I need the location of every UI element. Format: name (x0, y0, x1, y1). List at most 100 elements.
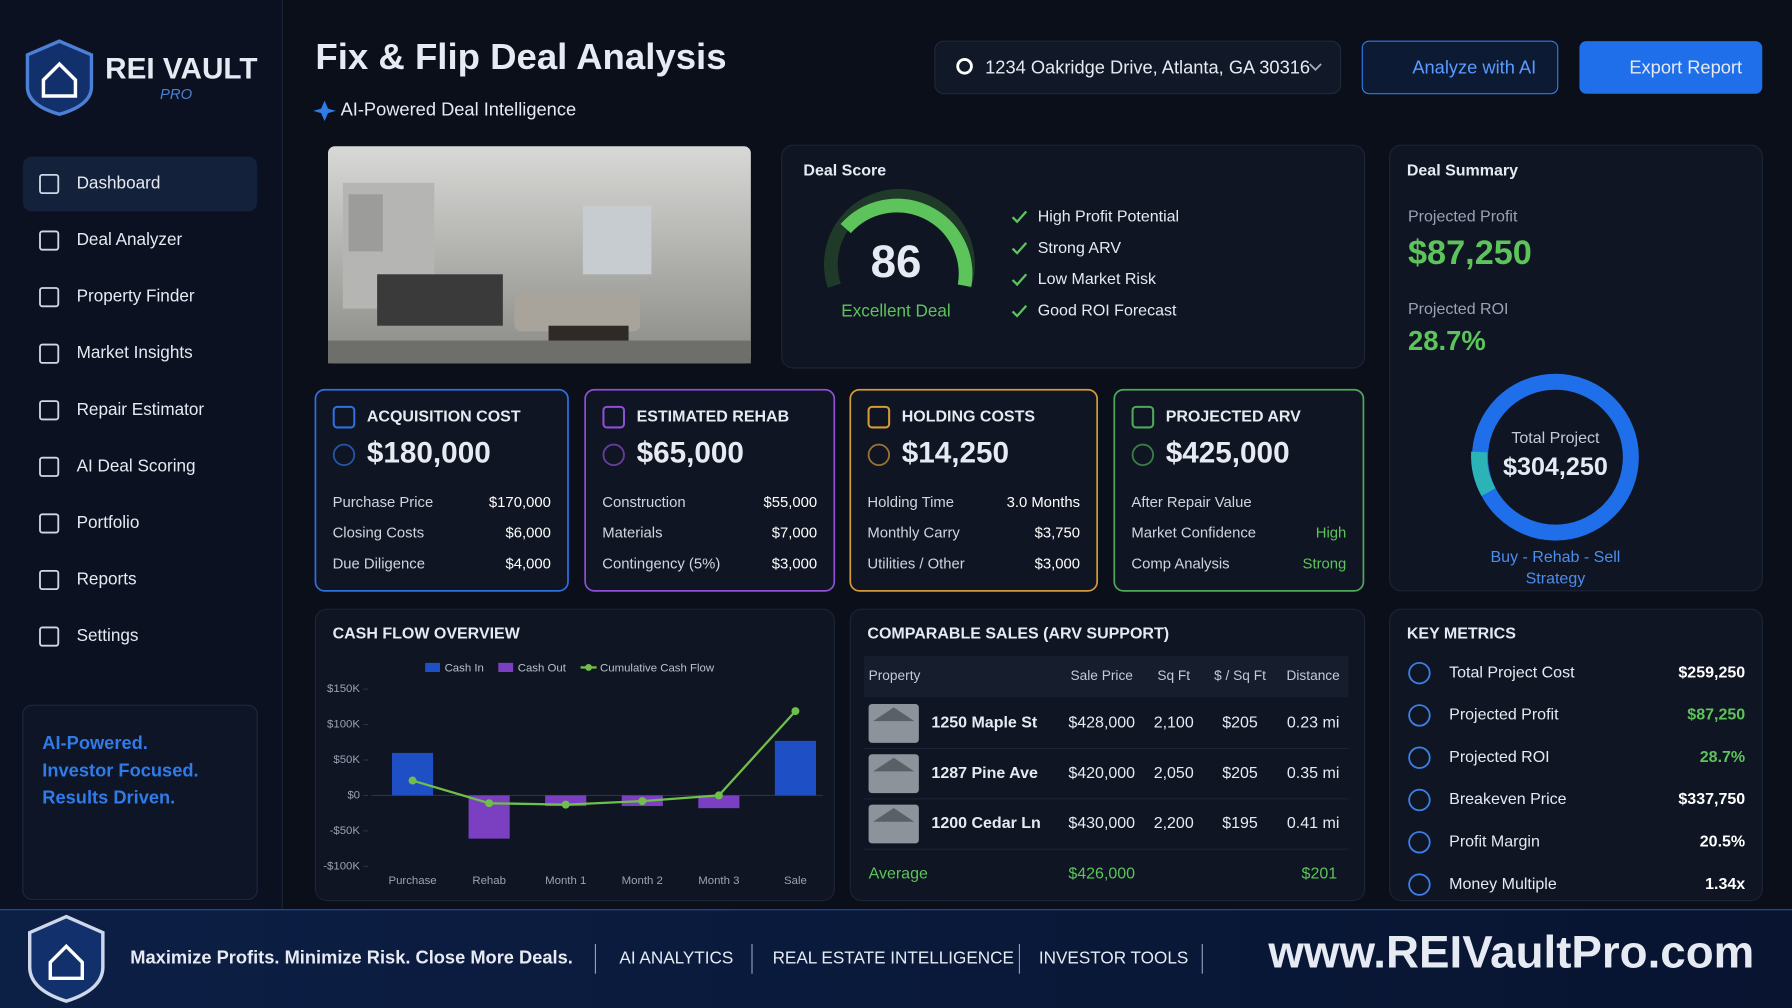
nav-item[interactable]: Portfolio (77, 512, 140, 532)
check-item: Good ROI Forecast (1038, 303, 1177, 320)
card-total: $180,000 (367, 437, 491, 470)
nav-icon (39, 569, 60, 591)
cumulative-line (412, 710, 797, 806)
card-row-label: Materials (602, 526, 662, 542)
card-badge (1131, 443, 1155, 467)
cost-card (314, 388, 569, 592)
card-row-value: $7,000 (772, 526, 817, 542)
check-icon (1011, 242, 1028, 255)
cashflow-panel (314, 608, 835, 902)
legend-label: Cash Out (518, 663, 567, 675)
x-tick-label: Month 1 (545, 875, 586, 887)
footer-url: www.REIVaultPro.com (1267, 927, 1754, 978)
cost-card (849, 388, 1098, 592)
check-icon (1011, 273, 1028, 287)
card-row-value: $6,000 (505, 526, 550, 542)
card-row-label: Contingency (5%) (602, 556, 720, 572)
nav-item[interactable]: Property Finder (77, 286, 195, 306)
card-total: $425,000 (1166, 437, 1290, 470)
panel-title: COMPARABLE SALES (ARV SUPPORT) (867, 626, 1169, 643)
card-title: PROJECTED ARV (1166, 408, 1301, 425)
brand-sub: PRO (160, 87, 193, 103)
brand-name: REI VAULT (105, 53, 257, 86)
nav-item[interactable]: Dashboard (77, 173, 161, 193)
check-icon (1011, 304, 1028, 318)
analyze-button[interactable] (1361, 40, 1559, 95)
comps-header-bg (864, 656, 1349, 698)
cost-card (1113, 388, 1365, 592)
nav-item[interactable]: Repair Estimator (77, 399, 205, 419)
metric-label: Profit Margin (1449, 834, 1540, 851)
analyze-label[interactable]: Analyze with AI (1412, 56, 1536, 77)
y-tick-label: $100K (327, 719, 360, 731)
comps-cell: $205 (1222, 715, 1258, 732)
x-tick-label: Month 2 (622, 875, 663, 887)
nav-icon (39, 230, 60, 251)
card-icon (1131, 405, 1155, 429)
address-select[interactable] (934, 40, 1342, 95)
average-cell: Average (869, 866, 928, 883)
nav-icon (39, 626, 60, 647)
card-icon (332, 405, 356, 429)
panel-title: CASH FLOW OVERVIEW (333, 626, 521, 643)
panel-title: KEY METRICS (1407, 626, 1516, 643)
y-tick-label: -$100K (323, 860, 360, 872)
card-row-label: Closing Costs (333, 526, 425, 542)
pin-icon (956, 57, 973, 75)
nav-item[interactable]: Settings (77, 625, 139, 645)
comps-cell: 1200 Cedar Ln (931, 815, 1040, 832)
card-title: ACQUISITION COST (367, 408, 521, 425)
nav-item[interactable]: Market Insights (77, 342, 193, 362)
nav-item[interactable]: AI Deal Scoring (77, 455, 196, 475)
nav-item[interactable]: Deal Analyzer (77, 229, 183, 249)
comps-cell: $195 (1222, 815, 1258, 832)
average-cell: $201 (1302, 866, 1338, 883)
metrics-panel (1389, 608, 1763, 902)
metric-value: $87,250 (1687, 707, 1745, 724)
comps-cell: 2,100 (1154, 715, 1194, 732)
metric-icon (1408, 661, 1431, 685)
legend-swatch (425, 662, 440, 672)
summary-profit: $87,250 (1408, 234, 1532, 272)
column-header: Sq Ft (1157, 668, 1190, 683)
footer-link[interactable]: REAL ESTATE INTELLIGENCE (773, 947, 1014, 967)
promo-text: Investor Focused. (42, 759, 198, 780)
nav-active-bg (22, 156, 258, 212)
card-icon (602, 405, 626, 429)
x-tick-label: Month 3 (698, 875, 739, 887)
address[interactable]: 1234 Oakridge Drive, Atlanta, GA 30316 (985, 56, 1310, 77)
metric-value: $259,250 (1678, 664, 1745, 681)
photo-detail (328, 182, 751, 364)
legend-swatch (585, 664, 592, 671)
nav-item[interactable]: Reports (77, 569, 137, 589)
comps-cell: 0.23 mi (1287, 715, 1339, 732)
tagline: Maximize Profits. Minimize Risk. Close M… (130, 947, 573, 968)
export-label[interactable]: Export Report (1629, 56, 1742, 77)
column-header: Distance (1286, 668, 1340, 683)
card-row-value: $170,000 (489, 495, 551, 511)
comps-cell: 0.35 mi (1287, 765, 1339, 782)
check-icon (1011, 210, 1028, 224)
metric-value: $337,750 (1678, 791, 1745, 808)
comps-cell: 1287 Pine Ave (931, 765, 1038, 782)
footer-link[interactable]: AI ANALYTICS (619, 947, 733, 967)
export-button[interactable] (1579, 41, 1763, 94)
check-item: Strong ARV (1038, 240, 1122, 257)
donut-segment (1471, 451, 1496, 497)
comps-cell: 0.41 mi (1287, 815, 1339, 832)
card-badge (332, 443, 356, 467)
card-total: $14,250 (902, 437, 1009, 470)
bar (774, 740, 816, 796)
comps-panel (849, 608, 1366, 902)
deal-rating: Excellent Deal (841, 301, 950, 321)
house-thumb (868, 704, 919, 743)
metric-icon (1408, 788, 1431, 812)
page-subtitle: AI-Powered Deal Intelligence (341, 99, 577, 120)
column-header: $ / Sq Ft (1214, 668, 1266, 683)
y-tick-label: $150K (327, 683, 360, 695)
deal-score: 86 (871, 236, 922, 287)
metric-label: Money Multiple (1449, 876, 1557, 893)
promo-box (22, 704, 258, 900)
footer-link[interactable]: INVESTOR TOOLS (1039, 947, 1188, 967)
